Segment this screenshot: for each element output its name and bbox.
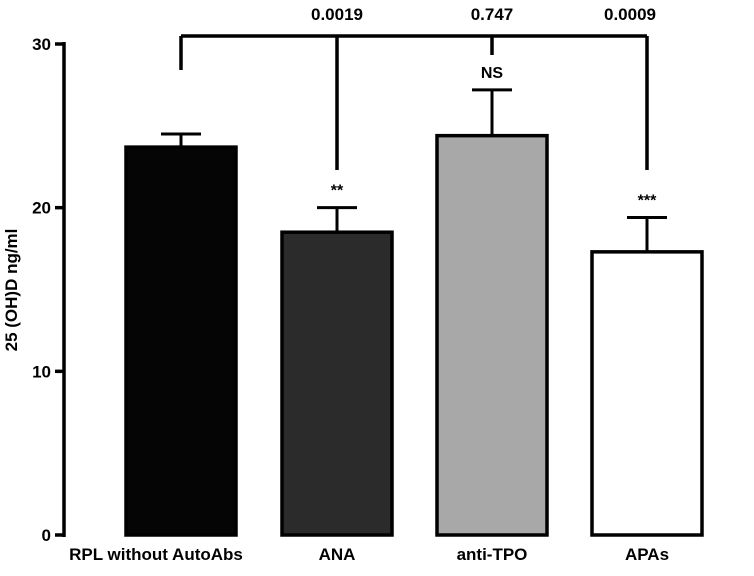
bar-3 <box>435 133 549 537</box>
y-tick-label-20: 20 <box>32 199 51 218</box>
category-label-4: APAs <box>625 545 669 564</box>
y-tick-label-0: 0 <box>42 526 51 545</box>
p-value-label-1: 0.0019 <box>311 5 363 24</box>
bar-4 <box>590 250 704 537</box>
p-value-label-3: 0.0009 <box>604 5 656 24</box>
y-tick-label-30: 30 <box>32 35 51 54</box>
bar-1 <box>124 145 238 537</box>
p-value-label-2: 0.747 <box>471 5 514 24</box>
y-axis-label: 25 (OH)D ng/ml <box>2 229 21 352</box>
bars: ** NS *** <box>124 65 704 537</box>
significance-label-4: *** <box>638 192 657 209</box>
bar-2 <box>280 230 394 537</box>
significance-label-3: NS <box>481 65 504 82</box>
category-labels: RPL without AutoAbs ANA anti-TPO APAs <box>69 545 669 564</box>
comparison-brackets: 0.0019 0.747 0.0009 <box>179 5 656 170</box>
category-label-2: ANA <box>319 545 356 564</box>
significance-label-2: ** <box>331 183 344 200</box>
category-label-1: RPL without AutoAbs <box>69 545 243 564</box>
y-tick-label-10: 10 <box>32 362 51 381</box>
y-axis: 0 10 20 30 <box>32 35 66 545</box>
category-label-3: anti-TPO <box>457 545 528 564</box>
